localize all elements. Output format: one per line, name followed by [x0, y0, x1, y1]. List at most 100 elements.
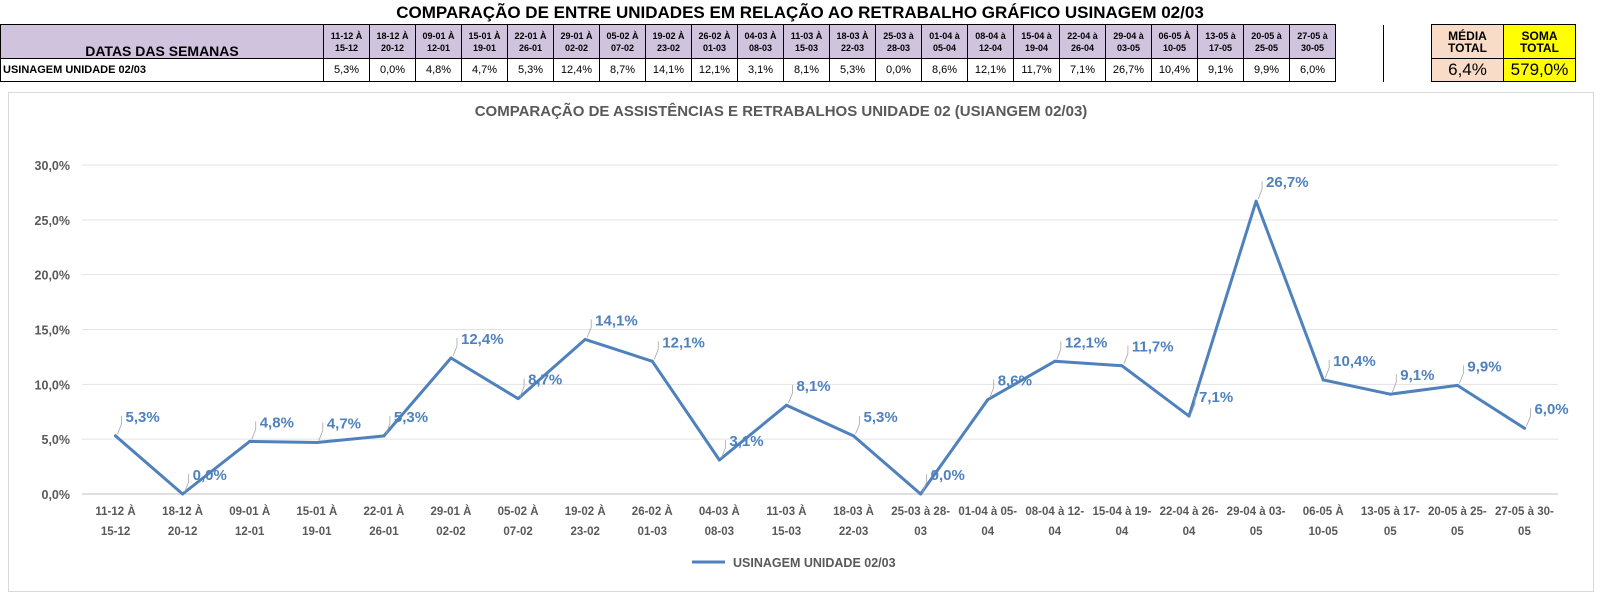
week-header-cell[interactable]: 27-05 à 30-05 [1289, 24, 1336, 59]
data-label: 26,7% [1266, 174, 1309, 191]
value-cell[interactable]: 7,1% [1059, 58, 1106, 82]
media-total-value[interactable]: 6,4% [1431, 58, 1504, 82]
y-tick-label: 25,0% [35, 214, 70, 228]
value-cell[interactable]: 8,1% [783, 58, 830, 82]
week-header-cell[interactable]: 13-05 à 17-05 [1197, 24, 1244, 59]
week-header-cell[interactable]: 26-02 À 01-03 [691, 24, 738, 59]
week-value: 12,1% [974, 64, 1007, 76]
data-point [1254, 199, 1258, 203]
week-value: 0,0% [379, 64, 406, 76]
week-header-cell[interactable]: 25-03 à 28-03 [875, 24, 922, 59]
week-start-label: 04-03 À [744, 30, 777, 41]
value-cell[interactable]: 26,7% [1105, 58, 1152, 82]
chart-area[interactable]: COMPARAÇÃO DE ASSISTÊNCIAS E RETRABALHOS… [8, 92, 1594, 592]
value-cell[interactable]: 8,7% [599, 58, 646, 82]
week-header-cell[interactable]: 08-04 à 12-04 [967, 24, 1014, 59]
soma-total-header[interactable]: SOMA TOTAL [1503, 24, 1576, 59]
week-header-cell[interactable]: 19-02 À 23-02 [645, 24, 692, 59]
value-cell[interactable]: 5,3% [323, 58, 370, 82]
data-label: 9,9% [1467, 358, 1501, 375]
week-header-cell[interactable]: 15-04 à 19-04 [1013, 24, 1060, 59]
empty-cell[interactable] [1383, 58, 1432, 82]
value-cell[interactable]: 3,1% [737, 58, 784, 82]
data-point [1388, 392, 1392, 396]
x-tick-label: 01-04 à 05- [958, 506, 1017, 518]
week-header-cell[interactable]: 15-01 À 19-01 [461, 24, 508, 59]
header-label-cell[interactable]: DATAS DAS SEMANAS [0, 24, 324, 59]
week-value: 9,1% [1207, 64, 1234, 76]
leader-line [586, 319, 592, 338]
leader-line [251, 421, 257, 440]
soma-value: 579,0% [1510, 60, 1569, 79]
value-cell[interactable]: 12,4% [553, 58, 600, 82]
value-cell[interactable]: 5,3% [507, 58, 554, 82]
week-start-label: 18-03 À [836, 30, 869, 41]
week-header-cell[interactable]: 29-04 à 03-05 [1105, 24, 1152, 59]
week-start-label: 11-12 À [330, 30, 363, 41]
week-start-label: 22-01 À [514, 30, 547, 41]
x-tick-label: 29-04 à 03- [1227, 506, 1286, 518]
value-cell[interactable]: 11,7% [1013, 58, 1060, 82]
week-header-cell[interactable]: 01-04 à 05-04 [921, 24, 968, 59]
x-tick-label: 05-02 À [498, 505, 539, 518]
value-cell[interactable]: 9,9% [1243, 58, 1290, 82]
week-header-cell[interactable]: 06-05 À 10-05 [1151, 24, 1198, 59]
week-start-label: 25-03 à [883, 30, 914, 41]
week-header-cell[interactable]: 18-12 À 20-12 [369, 24, 416, 59]
value-cell[interactable]: 4,8% [415, 58, 462, 82]
value-cell[interactable]: 0,0% [369, 58, 416, 82]
week-header-cell[interactable]: 05-02 À 07-02 [599, 24, 646, 59]
leader-line [184, 474, 190, 493]
empty-cell[interactable] [1335, 58, 1384, 82]
table-value-row: USINAGEM UNIDADE 02/03 5,3% 0,0% 4,8% 4,7% 5,… [0, 58, 1576, 82]
row-label-cell[interactable]: USINAGEM UNIDADE 02/03 [0, 58, 324, 82]
x-tick-label: 05 [1250, 526, 1263, 538]
data-label: 12,1% [1065, 334, 1108, 351]
week-value: 12,1% [698, 64, 731, 76]
week-start-label: 15-04 à [1021, 30, 1052, 41]
x-tick-label: 04 [1183, 526, 1196, 538]
value-cell[interactable]: 10,4% [1151, 58, 1198, 82]
value-cell[interactable]: 4,7% [461, 58, 508, 82]
empty-cell[interactable] [1335, 24, 1384, 59]
x-tick-label: 03 [914, 526, 927, 538]
week-header-cell[interactable]: 11-12 À 15-12 [323, 24, 370, 59]
leader-line [989, 379, 995, 398]
week-value: 5,3% [333, 64, 360, 76]
x-tick-label: 15-03 [772, 526, 801, 538]
media-total-header[interactable]: MÉDIA TOTAL [1431, 24, 1504, 59]
empty-cell[interactable] [1383, 24, 1432, 59]
value-cell[interactable]: 12,1% [967, 58, 1014, 82]
leader-line [788, 385, 793, 404]
data-point [1053, 359, 1057, 363]
value-cell[interactable]: 6,0% [1289, 58, 1336, 82]
y-tick-label: 15,0% [35, 324, 70, 338]
value-cell[interactable]: 0,0% [875, 58, 922, 82]
value-cell[interactable]: 14,1% [645, 58, 692, 82]
week-end-label: 08-03 [748, 42, 773, 53]
x-tick-label: 06-05 À [1303, 505, 1344, 518]
value-cell[interactable]: 5,3% [829, 58, 876, 82]
week-end-label: 22-03 [840, 42, 865, 53]
x-tick-label: 01-03 [638, 526, 667, 538]
week-header-cell[interactable]: 04-03 À 08-03 [737, 24, 784, 59]
x-tick-label: 29-01 À [431, 505, 472, 518]
x-tick-label: 08-03 [705, 526, 734, 538]
value-cell[interactable]: 12,1% [691, 58, 738, 82]
week-header-cell[interactable]: 22-01 À 26-01 [507, 24, 554, 59]
value-cell[interactable]: 8,6% [921, 58, 968, 82]
week-header-cell[interactable]: 11-03 À 15-03 [783, 24, 830, 59]
value-cell[interactable]: 9,1% [1197, 58, 1244, 82]
week-header-cell[interactable]: 18-03 À 22-03 [829, 24, 876, 59]
x-tick-label: 09-01 À [229, 505, 270, 518]
leader-line [452, 338, 458, 357]
week-header-cell[interactable]: 22-04 à 26-04 [1059, 24, 1106, 59]
week-header-cell[interactable]: 09-01 À 12-01 [415, 24, 462, 59]
media-label-bottom: TOTAL [1448, 40, 1487, 55]
leader-line [519, 378, 525, 397]
leader-line [318, 422, 324, 441]
week-header-cell[interactable]: 29-01 À 02-02 [553, 24, 600, 59]
soma-total-value[interactable]: 579,0% [1503, 58, 1576, 82]
week-header-cell[interactable]: 20-05 à 25-05 [1243, 24, 1290, 59]
data-point [315, 440, 319, 444]
